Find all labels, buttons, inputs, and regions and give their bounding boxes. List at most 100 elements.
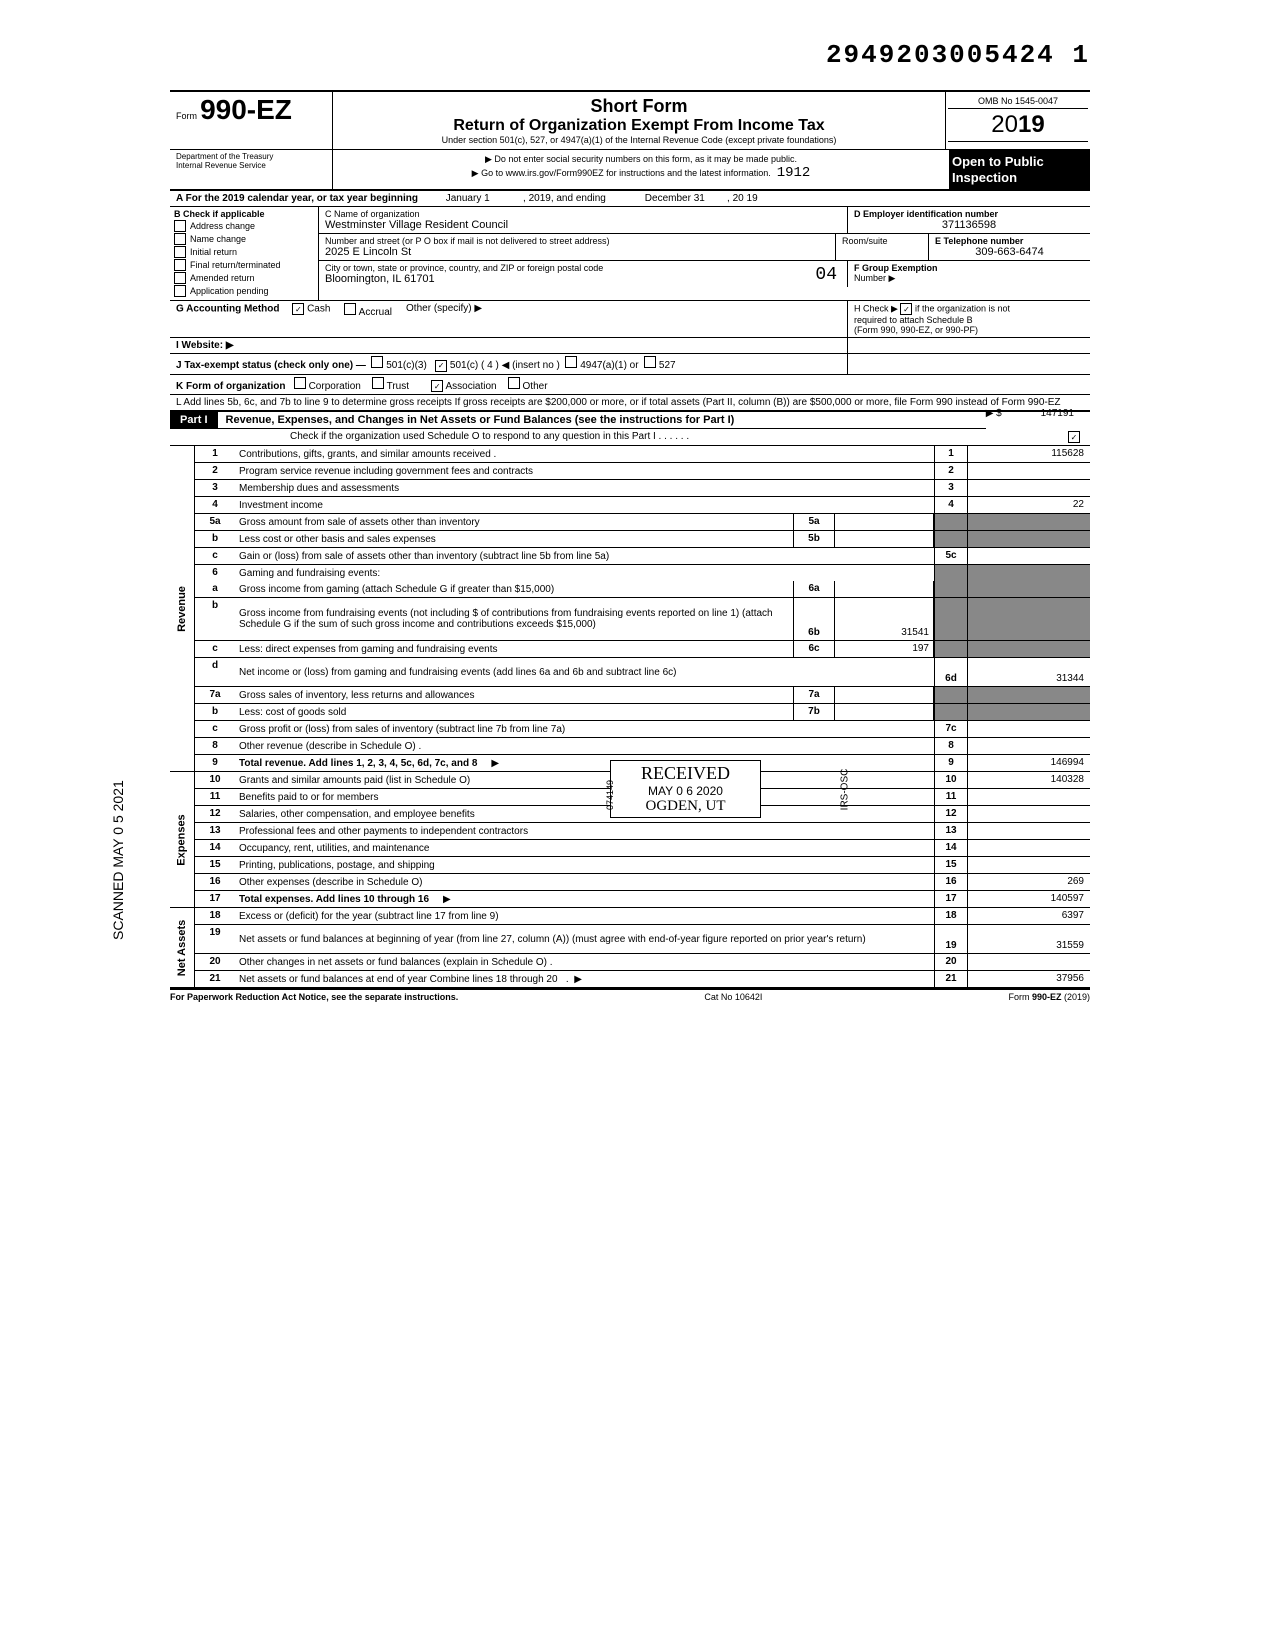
row-a-tax-year: A For the 2019 calendar year, or tax yea… bbox=[170, 191, 1090, 207]
line-16: 16 Other expenses (describe in Schedule … bbox=[195, 874, 1090, 891]
row-l: L Add lines 5b, 6c, and 7b to line 9 to … bbox=[170, 395, 1090, 412]
cb-schedule-b[interactable]: ✓ bbox=[900, 303, 912, 315]
form-page: 2949203005424 1 Form 990-EZ Short Form R… bbox=[170, 40, 1090, 1004]
row-a-mid2: , 2019, and ending bbox=[523, 193, 606, 204]
cb-other-method[interactable]: Other (specify) ▶ bbox=[406, 303, 482, 318]
cb-4947[interactable] bbox=[565, 356, 577, 368]
city-cell: City or town, state or province, country… bbox=[319, 261, 848, 287]
g-label: G Accounting Method bbox=[176, 304, 280, 315]
expenses-label: Expenses bbox=[170, 772, 195, 907]
row-i-wrap: I Website: ▶ bbox=[170, 338, 1090, 354]
cb-cash[interactable]: ✓ Cash bbox=[292, 303, 330, 318]
form-title-box: Short Form Return of Organization Exempt… bbox=[333, 92, 946, 149]
goto-link: ▶ Go to www.irs.gov/Form990EZ for instru… bbox=[472, 168, 771, 179]
h-check: H Check ▶ bbox=[854, 304, 898, 314]
year-digits: 19 bbox=[1018, 111, 1045, 138]
l-amount: 147191 bbox=[1041, 408, 1074, 419]
ogden-text: OGDEN, UT bbox=[641, 798, 730, 815]
cb-accrual[interactable]: Accrual bbox=[344, 303, 392, 318]
form-subtitle: Return of Organization Exempt From Incom… bbox=[339, 117, 939, 135]
cb-501c[interactable]: ✓ bbox=[435, 360, 447, 372]
cb-application-pending[interactable]: Application pending bbox=[174, 285, 314, 297]
efile-stamp: 074149 bbox=[605, 780, 615, 810]
open-public-box: Open to Public Inspection bbox=[950, 150, 1090, 189]
revenue-label: Revenue bbox=[170, 446, 195, 771]
section-h: H Check ▶ ✓ if the organization is not r… bbox=[848, 301, 1090, 337]
page-footer: For Paperwork Reduction Act Notice, see … bbox=[170, 989, 1090, 1004]
org-name: Westminster Village Resident Council bbox=[325, 219, 841, 231]
cb-501c3[interactable] bbox=[371, 356, 383, 368]
h-text3: required to attach Schedule B bbox=[854, 315, 973, 325]
section-b-header: B Check if applicable bbox=[174, 209, 314, 219]
line-7c: c Gross profit or (loss) from sales of i… bbox=[195, 721, 1090, 738]
scanned-stamp: SCANNED MAY 0 5 2021 bbox=[110, 780, 126, 940]
org-name-cell: C Name of organization Westminster Villa… bbox=[319, 207, 848, 233]
cb-name-change[interactable]: Name change bbox=[174, 233, 314, 245]
ssn-warning: ▶ Do not enter social security numbers o… bbox=[339, 154, 943, 165]
dln: 2949203005424 1 bbox=[170, 40, 1090, 70]
under-section: Under section 501(c), 527, or 4947(a)(1)… bbox=[339, 135, 939, 145]
row-a-end-month: December 31 bbox=[645, 193, 705, 204]
footer-left: For Paperwork Reduction Act Notice, see … bbox=[170, 992, 458, 1002]
cb-schedule-o[interactable]: ✓ bbox=[1068, 431, 1080, 443]
cb-assoc[interactable]: ✓ bbox=[431, 380, 443, 392]
cb-trust[interactable] bbox=[372, 377, 384, 389]
line-7a: 7a Gross sales of inventory, less return… bbox=[195, 687, 1090, 704]
section-f-label2: Number ▶ bbox=[854, 273, 1084, 284]
i-label: I Website: ▶ bbox=[176, 340, 234, 351]
row-k: K Form of organization Corporation Trust… bbox=[170, 375, 1090, 396]
part1-title: Revenue, Expenses, and Changes in Net As… bbox=[218, 412, 986, 428]
part1-header: Part I Revenue, Expenses, and Changes in… bbox=[170, 412, 986, 429]
section-c-label: C Name of organization bbox=[325, 209, 841, 219]
received-text: RECEIVED bbox=[641, 763, 730, 784]
line-18: 18 Excess or (deficit) for the year (sub… bbox=[195, 908, 1090, 925]
room-label: Room/suite bbox=[842, 236, 922, 246]
line-6c: c Less: direct expenses from gaming and … bbox=[195, 641, 1090, 658]
line-14: 14 Occupancy, rent, utilities, and maint… bbox=[195, 840, 1090, 857]
city-label: City or town, state or province, country… bbox=[325, 263, 841, 273]
footer-mid: Cat No 10642I bbox=[704, 992, 762, 1002]
irs-osc-stamp: IRS-OSC bbox=[839, 769, 850, 811]
revenue-section: Revenue 1 Contributions, gifts, grants, … bbox=[170, 446, 1090, 772]
row-a-label: A For the 2019 calendar year, or tax yea… bbox=[176, 193, 418, 204]
cb-initial-return[interactable]: Initial return bbox=[174, 246, 314, 258]
line-17: 17 Total expenses. Add lines 10 through … bbox=[195, 891, 1090, 907]
line-5a: 5a Gross amount from sale of assets othe… bbox=[195, 514, 1090, 531]
form-prefix: Form bbox=[176, 111, 197, 121]
row-j: J Tax-exempt status (check only one) — 5… bbox=[170, 354, 848, 374]
accounting-method: G Accounting Method ✓ Cash Accrual Other… bbox=[170, 301, 848, 337]
group-exemption-cell: F Group Exemption Number ▶ bbox=[848, 261, 1090, 287]
line-20: 20 Other changes in net assets or fund b… bbox=[195, 954, 1090, 971]
omb-number: OMB No 1545-0047 bbox=[948, 94, 1088, 109]
cb-address-change[interactable]: Address change bbox=[174, 220, 314, 232]
dept-treasury: Department of the TreasuryInternal Reven… bbox=[170, 150, 333, 189]
line-6d: d Net income or (loss) from gaming and f… bbox=[195, 658, 1090, 687]
cb-other-org[interactable] bbox=[508, 377, 520, 389]
address-cell: Number and street (or P O box if mail is… bbox=[319, 234, 836, 260]
line-13: 13 Professional fees and other payments … bbox=[195, 823, 1090, 840]
ein: 371136598 bbox=[854, 219, 1084, 231]
phone: 309-663-6474 bbox=[935, 246, 1084, 258]
line-4: 4 Investment income 4 22 bbox=[195, 497, 1090, 514]
street-address: 2025 E Lincoln St bbox=[325, 246, 829, 258]
line-15: 15 Printing, publications, postage, and … bbox=[195, 857, 1090, 874]
cb-final-return[interactable]: Final return/terminated bbox=[174, 259, 314, 271]
row-h-cont bbox=[848, 338, 1090, 353]
part1-label: Part I bbox=[170, 412, 218, 428]
phone-cell: E Telephone number 309-663-6474 bbox=[929, 234, 1090, 260]
cb-527[interactable] bbox=[644, 356, 656, 368]
received-stamp: RECEIVED MAY 0 6 2020 OGDEN, UT bbox=[610, 760, 761, 818]
received-date: MAY 0 6 2020 bbox=[641, 784, 730, 798]
tax-year: 2019 bbox=[948, 109, 1088, 142]
netassets-label: Net Assets bbox=[170, 908, 195, 987]
section-cde: C Name of organization Westminster Villa… bbox=[319, 207, 1090, 300]
row-g-h: G Accounting Method ✓ Cash Accrual Other… bbox=[170, 301, 1090, 338]
line-19: 19 Net assets or fund balances at beginn… bbox=[195, 925, 1090, 954]
row-a-begin: January 1 bbox=[446, 193, 490, 204]
cb-corp[interactable] bbox=[294, 377, 306, 389]
header-right-box: OMB No 1545-0047 2019 bbox=[946, 92, 1090, 149]
row-h-cont2 bbox=[848, 354, 1090, 374]
cb-amended-return[interactable]: Amended return bbox=[174, 272, 314, 284]
section-e-label: E Telephone number bbox=[935, 236, 1084, 246]
addr-label: Number and street (or P O box if mail is… bbox=[325, 236, 829, 246]
